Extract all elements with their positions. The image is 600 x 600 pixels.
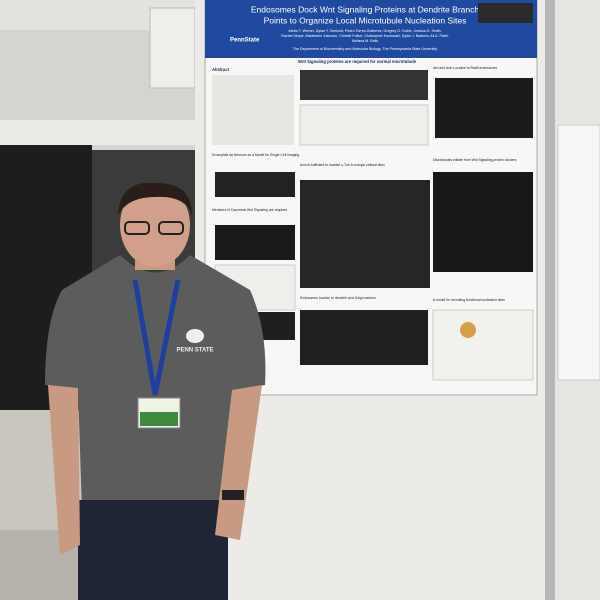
header-image	[478, 3, 533, 23]
figure	[433, 172, 533, 272]
glasses	[124, 221, 150, 235]
figure	[300, 180, 430, 288]
figure	[300, 70, 428, 100]
lanyard	[132, 279, 181, 396]
right-arm	[215, 385, 262, 540]
section-heading: dsh and Axin Localize to Rab5 endosomes	[433, 66, 497, 70]
section-heading: Abstract	[212, 67, 230, 72]
next-poster	[557, 124, 600, 381]
section-heading: Endosomes localize to dendrite and Golgi…	[300, 296, 376, 300]
ac-unit	[149, 7, 196, 89]
board-post	[545, 0, 555, 600]
hair	[118, 182, 192, 215]
watch	[222, 490, 244, 500]
face	[120, 183, 190, 267]
authors: Melissa M. Rolls	[352, 39, 378, 43]
section-heading: Members of Canonical Wnt Signaling are r…	[212, 208, 287, 212]
section-heading: Wnt Signaling proteins are required for …	[298, 59, 417, 64]
poster-title: Points to Organize Local Microtubule Nuc…	[264, 15, 467, 25]
shirt-logo: PENN STATE	[176, 348, 213, 354]
section-heading: A model for recruiting functional nuclea…	[433, 298, 505, 302]
glasses	[158, 221, 184, 235]
section-heading: Drosophila da Neurons as a Model for Sin…	[212, 153, 299, 157]
figure	[299, 104, 429, 146]
shirt-logo-icon	[186, 329, 204, 343]
figure	[215, 172, 295, 197]
institution: PennState	[230, 38, 260, 44]
section-heading: Axin is sufficient to localize γ-Tub to …	[300, 163, 385, 167]
figure	[432, 309, 534, 381]
department: The Department of Biochemistry and Molec…	[293, 47, 437, 51]
section-heading: Microtubules initiate from Wnt Signaling…	[433, 158, 517, 162]
poster-title: Endosomes Dock Wnt Signaling Proteins at…	[251, 4, 479, 14]
left-arm	[48, 385, 80, 555]
figure	[300, 310, 428, 365]
text-block	[212, 75, 294, 145]
window-frame	[0, 120, 200, 145]
figure	[215, 225, 295, 260]
model-icon	[460, 322, 476, 338]
trousers	[78, 500, 228, 600]
badge-band	[140, 412, 178, 426]
authors: Alexis T. Weiner, Dylan Y. Seebold, Pedr…	[288, 29, 441, 33]
figure	[435, 78, 533, 138]
authors: Rachel Simpe, Madeleine Zaknoen, Christi…	[281, 34, 448, 38]
